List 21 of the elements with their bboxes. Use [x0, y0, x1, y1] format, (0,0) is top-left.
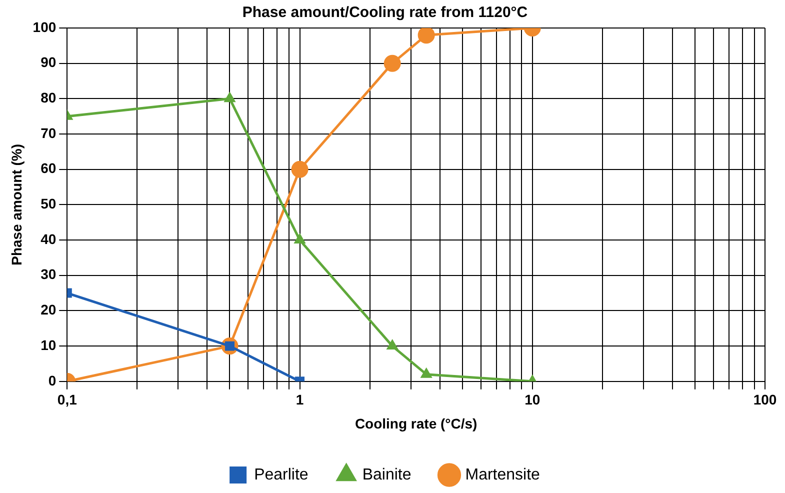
legend-label: Pearlite [254, 466, 308, 484]
y-tick-label: 70 [40, 124, 56, 141]
legend-label: Martensite [465, 466, 540, 484]
x-axis-title: Cooling rate (°C/s) [354, 415, 478, 432]
y-tick-label: 60 [40, 160, 56, 176]
y-tick-label: 40 [40, 230, 56, 247]
x-tick-label: 1 [296, 392, 304, 408]
x-tick-label: 10 [524, 392, 540, 408]
y-tick-label: 0 [48, 372, 56, 388]
x-tick-label: 0,1 [57, 392, 78, 408]
y-tick-label: 50 [40, 196, 56, 212]
y-tick-label: 80 [40, 90, 56, 106]
x-tick-label: 100 [753, 392, 777, 408]
y-tick-label: 20 [40, 302, 56, 318]
y-axis-title: Phase amount (%) [8, 144, 24, 266]
y-tick-label: 90 [40, 54, 56, 70]
legend-label: Bainite [362, 466, 412, 484]
y-tick-label: 30 [40, 266, 56, 282]
y-tick-label: 10 [40, 336, 56, 353]
y-tick-label: 100 [32, 18, 56, 35]
chart-title: Phase amount/Cooling rate from 1120°C [242, 4, 528, 22]
